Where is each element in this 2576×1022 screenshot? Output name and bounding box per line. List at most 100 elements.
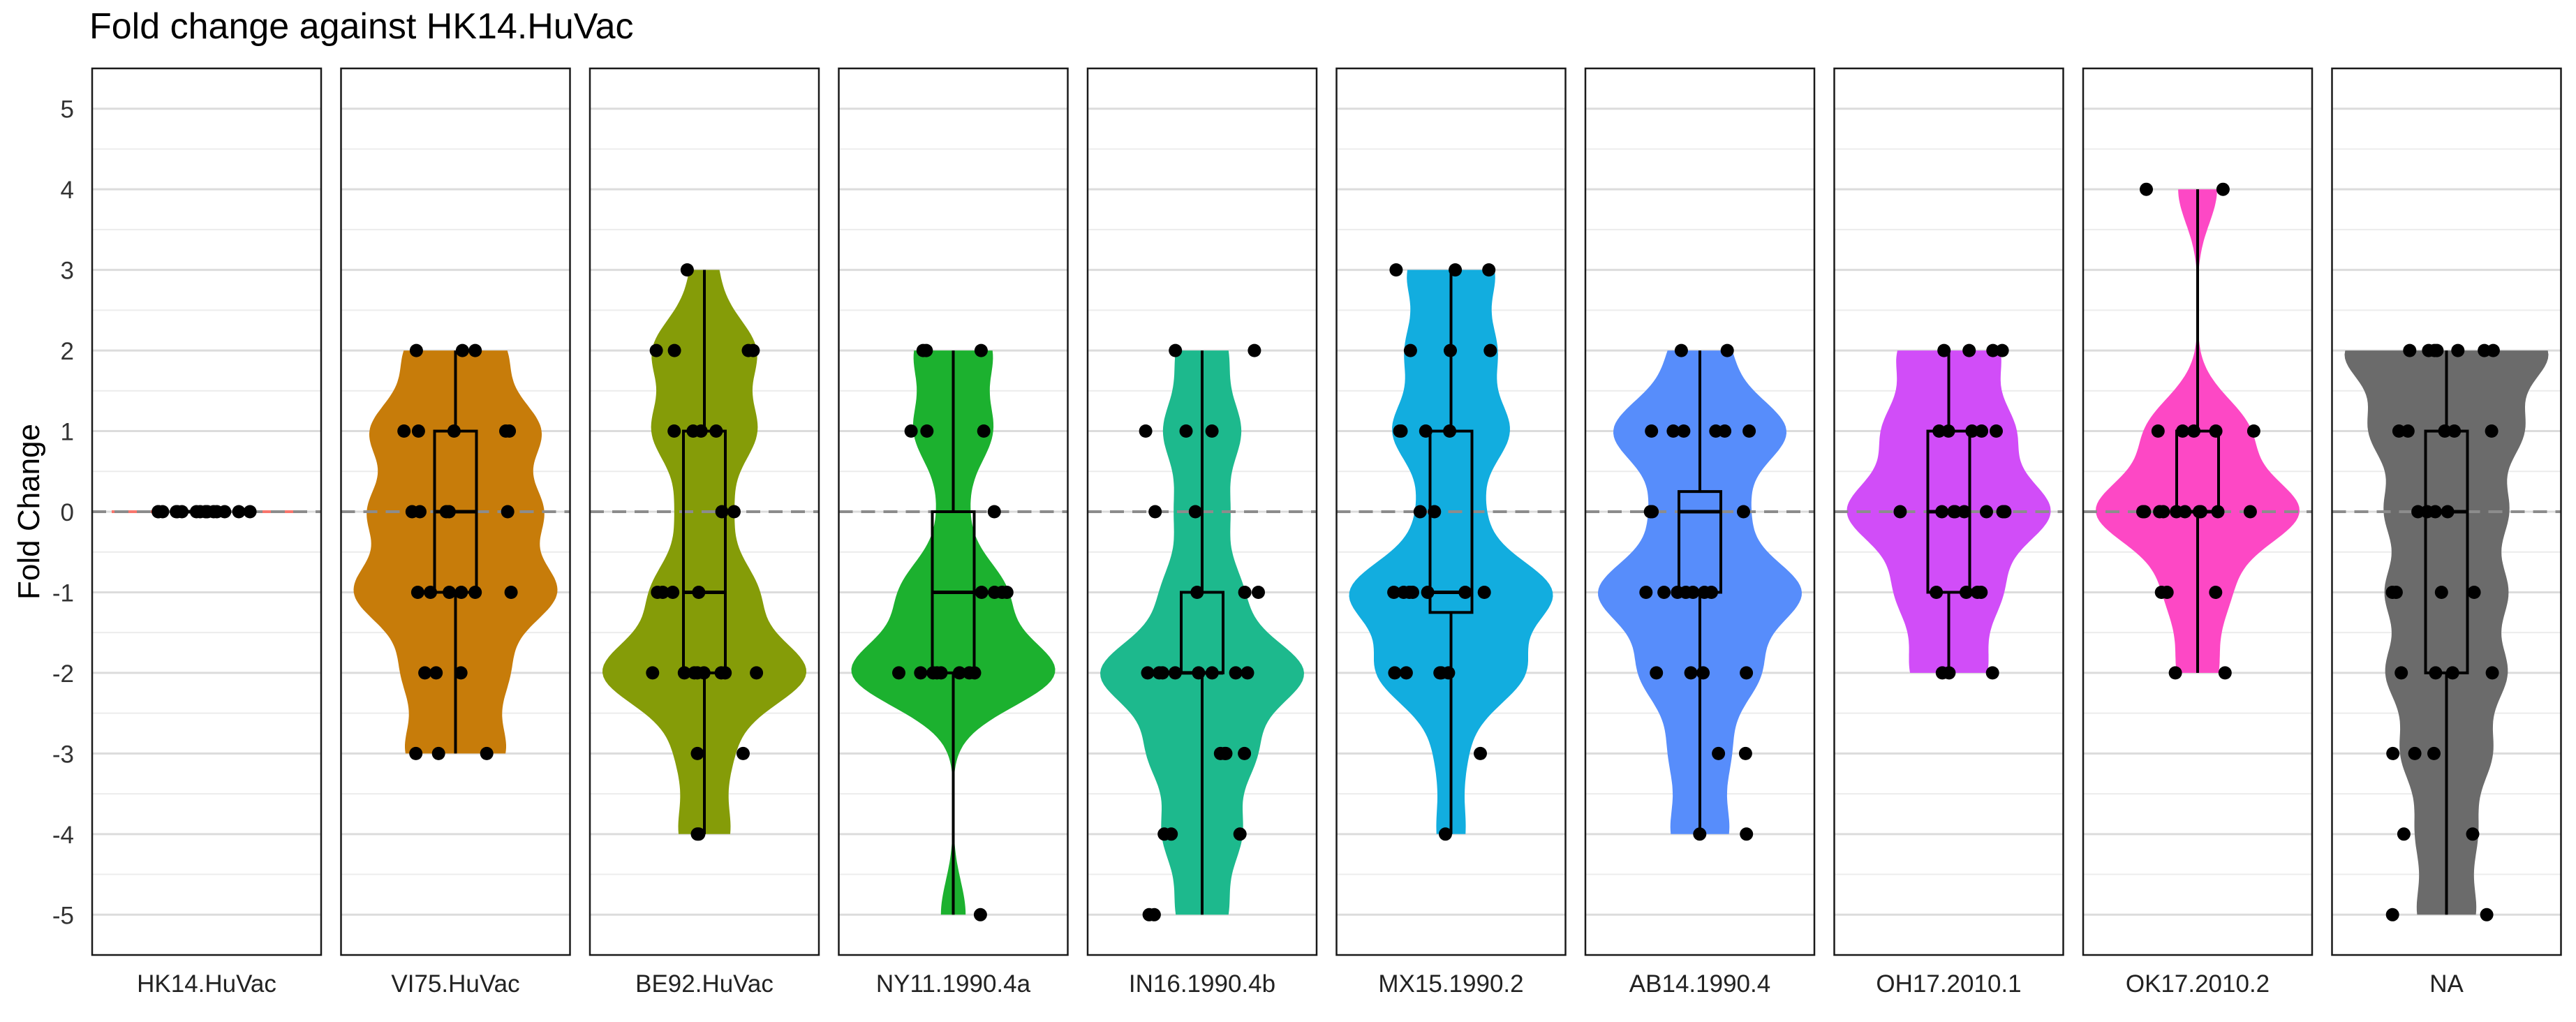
x-category-label: AB14.1990.4 (1629, 970, 1770, 998)
data-point (431, 746, 445, 760)
data-point (2243, 505, 2257, 519)
data-point (218, 505, 232, 519)
y-tick-label: 3 (61, 258, 74, 285)
y-tick-label: 0 (61, 499, 74, 526)
facet-panels: HK14.HuVac VI75.HuVac BE92.HuVac NY11.1990.… (91, 67, 2562, 998)
data-point (1935, 505, 1949, 519)
data-point (429, 666, 443, 680)
data-point (1248, 343, 1261, 357)
data-point (1139, 424, 1153, 438)
data-point (411, 424, 425, 438)
x-category-label: HK14.HuVac (137, 970, 276, 998)
y-tick-label: -4 (52, 822, 74, 849)
data-point (1157, 827, 1171, 841)
data-point (2403, 343, 2417, 357)
facet-panel: NA (2331, 67, 2562, 998)
data-point (686, 424, 700, 438)
y-tick-label: -1 (52, 579, 74, 607)
data-point (1742, 424, 1756, 438)
data-point (1190, 586, 1204, 599)
data-point (1229, 666, 1243, 680)
panel-border (838, 67, 1069, 956)
data-point (2151, 424, 2165, 438)
x-category-label: OH17.2010.1 (1876, 970, 2021, 998)
data-point (1679, 586, 1693, 599)
data-point (189, 505, 203, 519)
panel-border (2331, 67, 2562, 956)
data-point (1930, 586, 1944, 599)
data-point (2467, 586, 2481, 599)
data-point (2187, 424, 2201, 438)
data-point (1932, 424, 1946, 438)
data-point (1449, 263, 1463, 277)
panel-border (589, 67, 820, 956)
data-point (232, 505, 246, 519)
data-point (920, 424, 934, 438)
data-point (680, 263, 694, 277)
data-point (2386, 746, 2400, 760)
panel-border (2082, 67, 2314, 956)
data-point (1483, 343, 1497, 357)
data-point (1399, 666, 1413, 680)
data-point (988, 586, 1002, 599)
y-axis-ticks: -5 -4 -3 -2 -1 0 1 2 3 4 5 (52, 96, 74, 930)
y-tick-label: 4 (61, 177, 74, 204)
data-point (2438, 424, 2452, 438)
data-point (916, 343, 930, 357)
data-point (975, 586, 989, 599)
data-point (1188, 505, 1202, 519)
data-point (715, 505, 729, 519)
data-point (2246, 424, 2260, 438)
data-point (1443, 424, 1457, 438)
data-point (2168, 666, 2182, 680)
data-point (410, 586, 424, 599)
data-point (1948, 505, 1962, 519)
data-point (2394, 666, 2408, 680)
data-point (1428, 505, 1442, 519)
data-point (2485, 424, 2499, 438)
data-point (2401, 424, 2415, 438)
data-point (2441, 505, 2455, 519)
data-point (727, 505, 741, 519)
violin-shape (1100, 350, 1304, 915)
data-point (2466, 827, 2480, 841)
data-point (904, 424, 918, 438)
data-point (1458, 586, 1472, 599)
data-point (1980, 505, 1993, 519)
data-point (1444, 343, 1457, 357)
data-point (690, 827, 704, 841)
data-point (1413, 505, 1427, 519)
data-point (1674, 343, 1688, 357)
data-point (1387, 586, 1401, 599)
data-point (501, 505, 515, 519)
data-point (1677, 424, 1691, 438)
data-point (1394, 424, 1408, 438)
data-point (243, 505, 257, 519)
data-point (1179, 424, 1193, 438)
data-point (2209, 424, 2223, 438)
data-point (2211, 505, 2225, 519)
y-axis-label: Fold Change (12, 424, 46, 600)
data-point (1738, 746, 1752, 760)
data-point (413, 505, 427, 519)
x-category-label: OK17.2010.2 (2126, 970, 2270, 998)
x-category-label: NY11.1990.4a (876, 970, 1031, 998)
data-point (2408, 746, 2422, 760)
data-point (750, 666, 764, 680)
facet-panel: NY11.1990.4a (838, 67, 1069, 998)
data-point (443, 586, 457, 599)
data-point (646, 666, 660, 680)
data-point (1639, 586, 1653, 599)
data-point (666, 586, 680, 599)
data-point (1205, 424, 1219, 438)
data-point (968, 666, 982, 680)
facet-panel: BE92.HuVac (589, 67, 820, 998)
data-point (1643, 505, 1657, 519)
data-point (2140, 182, 2153, 196)
data-point (2478, 343, 2492, 357)
y-tick-label: 2 (61, 338, 74, 365)
data-point (677, 666, 691, 680)
data-point (1684, 666, 1698, 680)
data-point (1996, 505, 2010, 519)
